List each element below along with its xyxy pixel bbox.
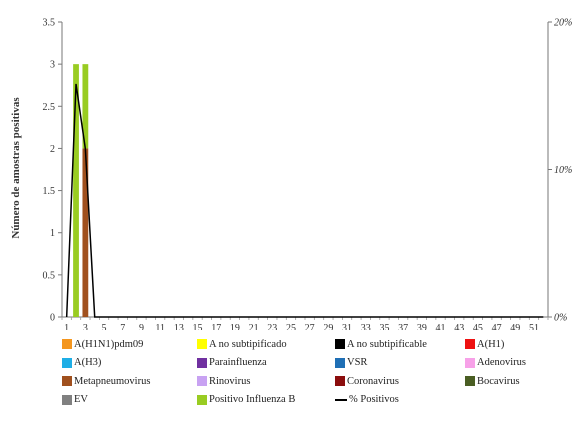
- x-tick-label: 39: [417, 323, 427, 330]
- x-tick-label: 31: [342, 323, 352, 330]
- legend-item-a-h1n1-pdm09: A(H1N1)pdm09: [62, 336, 143, 352]
- bar-metapneumovirus-week-3: [82, 148, 89, 317]
- y-tick-label: 0: [50, 313, 55, 324]
- x-tick-label: 37: [398, 323, 408, 330]
- y2-tick-label: 20%: [554, 18, 572, 29]
- x-tick-label: 19: [230, 323, 240, 330]
- x-tick-label: 5: [102, 323, 107, 330]
- y-tick-label: 1.5: [43, 186, 56, 197]
- x-tick-label: 23: [267, 323, 277, 330]
- y-tick-label: 3.5: [43, 18, 56, 29]
- legend-label: % Positivos: [349, 394, 399, 405]
- y-axis-left: 0 0.5 1 1.5 2 2.5 3 3.5: [43, 18, 63, 324]
- legend-swatch: [197, 339, 207, 349]
- legend-label: A(H1): [477, 338, 505, 350]
- x-tick-label: 27: [305, 323, 315, 330]
- legend: A(H1N1)pdm09 A no subtipificado A no subti…: [62, 336, 582, 428]
- legend-swatch: [335, 398, 347, 401]
- x-tick-label: 15: [193, 323, 203, 330]
- y-tick-label: 0.5: [43, 270, 56, 281]
- legend-swatch: [465, 357, 475, 368]
- legend-swatch: [197, 376, 207, 386]
- legend-label: Bocavirus: [477, 375, 520, 387]
- x-tick-label: 49: [510, 323, 520, 330]
- legend-swatch: [465, 339, 475, 349]
- x-tick-label: 1: [64, 323, 69, 330]
- legend-label: EV: [74, 394, 88, 405]
- x-tick-label: 35: [379, 323, 389, 330]
- x-tick-label: 13: [174, 323, 184, 330]
- legend-label: A(H3): [74, 357, 102, 368]
- x-tick-label: 25: [286, 323, 296, 330]
- bar-positivo-influenza-b-week-2: [73, 64, 79, 318]
- y2-tick-label: 10%: [554, 165, 572, 176]
- legend-swatch: [62, 357, 72, 368]
- legend-item-a-no-subtipificado: A no subtipificado: [197, 336, 287, 352]
- x-tick-label: 9: [139, 323, 144, 330]
- x-tick-label: 11: [155, 323, 165, 330]
- legend-swatch: [62, 339, 72, 349]
- legend-label: Coronavirus: [347, 375, 399, 387]
- legend-label: A(H1N1)pdm09: [74, 338, 144, 350]
- y2-tick-label: 0%: [554, 313, 567, 324]
- x-tick-label: 47: [492, 323, 502, 330]
- y-tick-label: 2: [50, 144, 55, 155]
- legend-swatch: [62, 376, 72, 386]
- legend-item-a-h1: A(H1): [465, 336, 504, 352]
- legend-label: Parainfluenza: [209, 357, 267, 368]
- legend-item-adenovirus: Adenovirus: [465, 355, 526, 371]
- y-axis-right: 0% 10% 20%: [547, 18, 572, 324]
- x-tick-label: 3: [83, 323, 88, 330]
- legend-item-ev: EV: [62, 392, 88, 408]
- x-tick-label: 17: [211, 323, 221, 330]
- legend-item-coronavirus: Coronavirus: [335, 373, 399, 389]
- legend-item-bocavirus: Bocavirus: [465, 373, 520, 389]
- legend-label: Adenovirus: [477, 357, 526, 368]
- legend-label: A no subtipificado: [209, 338, 287, 350]
- x-tick-label: 41: [436, 323, 446, 330]
- x-tick-label: 51: [529, 323, 539, 330]
- legend-swatch: [197, 357, 207, 368]
- y-axis-label: Número de amostras positivas: [10, 97, 22, 239]
- legend-swatch: [335, 376, 345, 386]
- legend-item-metapneumovirus: Metapneumovirus: [62, 373, 150, 389]
- x-tick-label: 29: [323, 323, 333, 330]
- bar-positivo-influenza-b-week-3: [82, 64, 89, 149]
- legend-label: Rinovirus: [209, 375, 251, 387]
- y-tick-label: 1: [50, 228, 55, 239]
- x-axis: 1 3 5 7 9 11 13 15 17 19 21 23 25 27 29 31 33 35 37 39 41 43 4…: [61, 316, 549, 330]
- percent-positive-line: [65, 83, 544, 318]
- legend-label: VSR: [347, 357, 368, 368]
- percent-line-group: [65, 83, 544, 318]
- legend-item-vsr: VSR: [335, 355, 367, 371]
- legend-label: A no subtipificable: [347, 338, 427, 350]
- x-tick-label: 7: [120, 323, 125, 330]
- x-tick-label: 43: [454, 323, 464, 330]
- legend-swatch: [465, 376, 475, 386]
- x-tick-label: 21: [249, 323, 259, 330]
- x-tick-label: 45: [473, 323, 483, 330]
- legend-item-a-h3: A(H3): [62, 355, 101, 371]
- legend-swatch: [62, 394, 72, 405]
- legend-item-a-no-subtipificable: A no subtipificable: [335, 336, 427, 352]
- legend-item-rinovirus: Rinovirus: [197, 373, 250, 389]
- legend-swatch: [197, 394, 207, 405]
- y-tick-label: 3: [50, 60, 55, 71]
- legend-swatch: [335, 339, 345, 349]
- legend-label: Metapneumovirus: [74, 375, 151, 387]
- y-tick-label: 2.5: [43, 102, 56, 113]
- x-tick-label: 33: [361, 323, 371, 330]
- legend-swatch: [335, 357, 345, 368]
- legend-label: Positivo Influenza B: [209, 394, 296, 405]
- legend-item-positivos: % Positivos: [335, 392, 399, 408]
- chart: 00.511.522.533.5 0%10%20% 1 3 5 7 9 11 13 15 17 1…: [10, 18, 572, 331]
- legend-item-parainfluenza: Parainfluenza: [197, 355, 267, 371]
- legend-item-positivo-influenza-b: Positivo Influenza B: [197, 392, 295, 408]
- bars-group: [73, 64, 89, 318]
